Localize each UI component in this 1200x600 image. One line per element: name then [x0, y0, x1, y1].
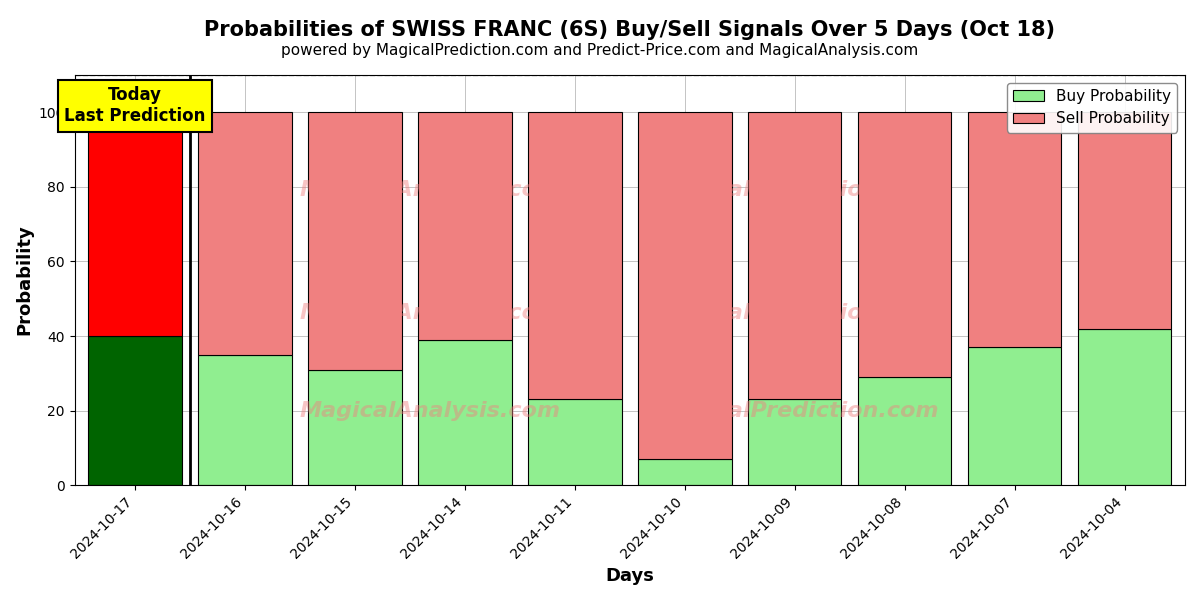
Bar [858, 112, 952, 377]
X-axis label: Days: Days [605, 567, 654, 585]
Bar [198, 112, 292, 355]
Bar [89, 336, 182, 485]
Bar [89, 112, 182, 336]
Bar [419, 340, 511, 485]
Bar [198, 355, 292, 485]
Bar [528, 400, 622, 485]
Bar [1078, 112, 1171, 329]
Bar [308, 370, 402, 485]
Y-axis label: Probability: Probability [16, 225, 34, 335]
Bar [748, 400, 841, 485]
Bar [968, 112, 1061, 347]
Text: MagicalPrediction.com: MagicalPrediction.com [654, 303, 938, 323]
Text: MagicalAnalysis.com: MagicalAnalysis.com [300, 303, 560, 323]
Text: MagicalAnalysis.com: MagicalAnalysis.com [300, 180, 560, 200]
Bar [419, 112, 511, 340]
Bar [638, 112, 732, 459]
Bar [858, 377, 952, 485]
Bar [528, 112, 622, 400]
Legend: Buy Probability, Sell Probability: Buy Probability, Sell Probability [1007, 83, 1177, 133]
Bar [1078, 329, 1171, 485]
Text: Today
Last Prediction: Today Last Prediction [65, 86, 206, 125]
Text: MagicalPrediction.com: MagicalPrediction.com [654, 401, 938, 421]
Text: powered by MagicalPrediction.com and Predict-Price.com and MagicalAnalysis.com: powered by MagicalPrediction.com and Pre… [281, 43, 919, 58]
Bar [638, 459, 732, 485]
Bar [308, 112, 402, 370]
Text: MagicalPrediction.com: MagicalPrediction.com [654, 180, 938, 200]
Bar [968, 347, 1061, 485]
Text: MagicalAnalysis.com: MagicalAnalysis.com [300, 401, 560, 421]
Bar [748, 112, 841, 400]
Title: Probabilities of SWISS FRANC (6S) Buy/Sell Signals Over 5 Days (Oct 18): Probabilities of SWISS FRANC (6S) Buy/Se… [204, 20, 1055, 40]
